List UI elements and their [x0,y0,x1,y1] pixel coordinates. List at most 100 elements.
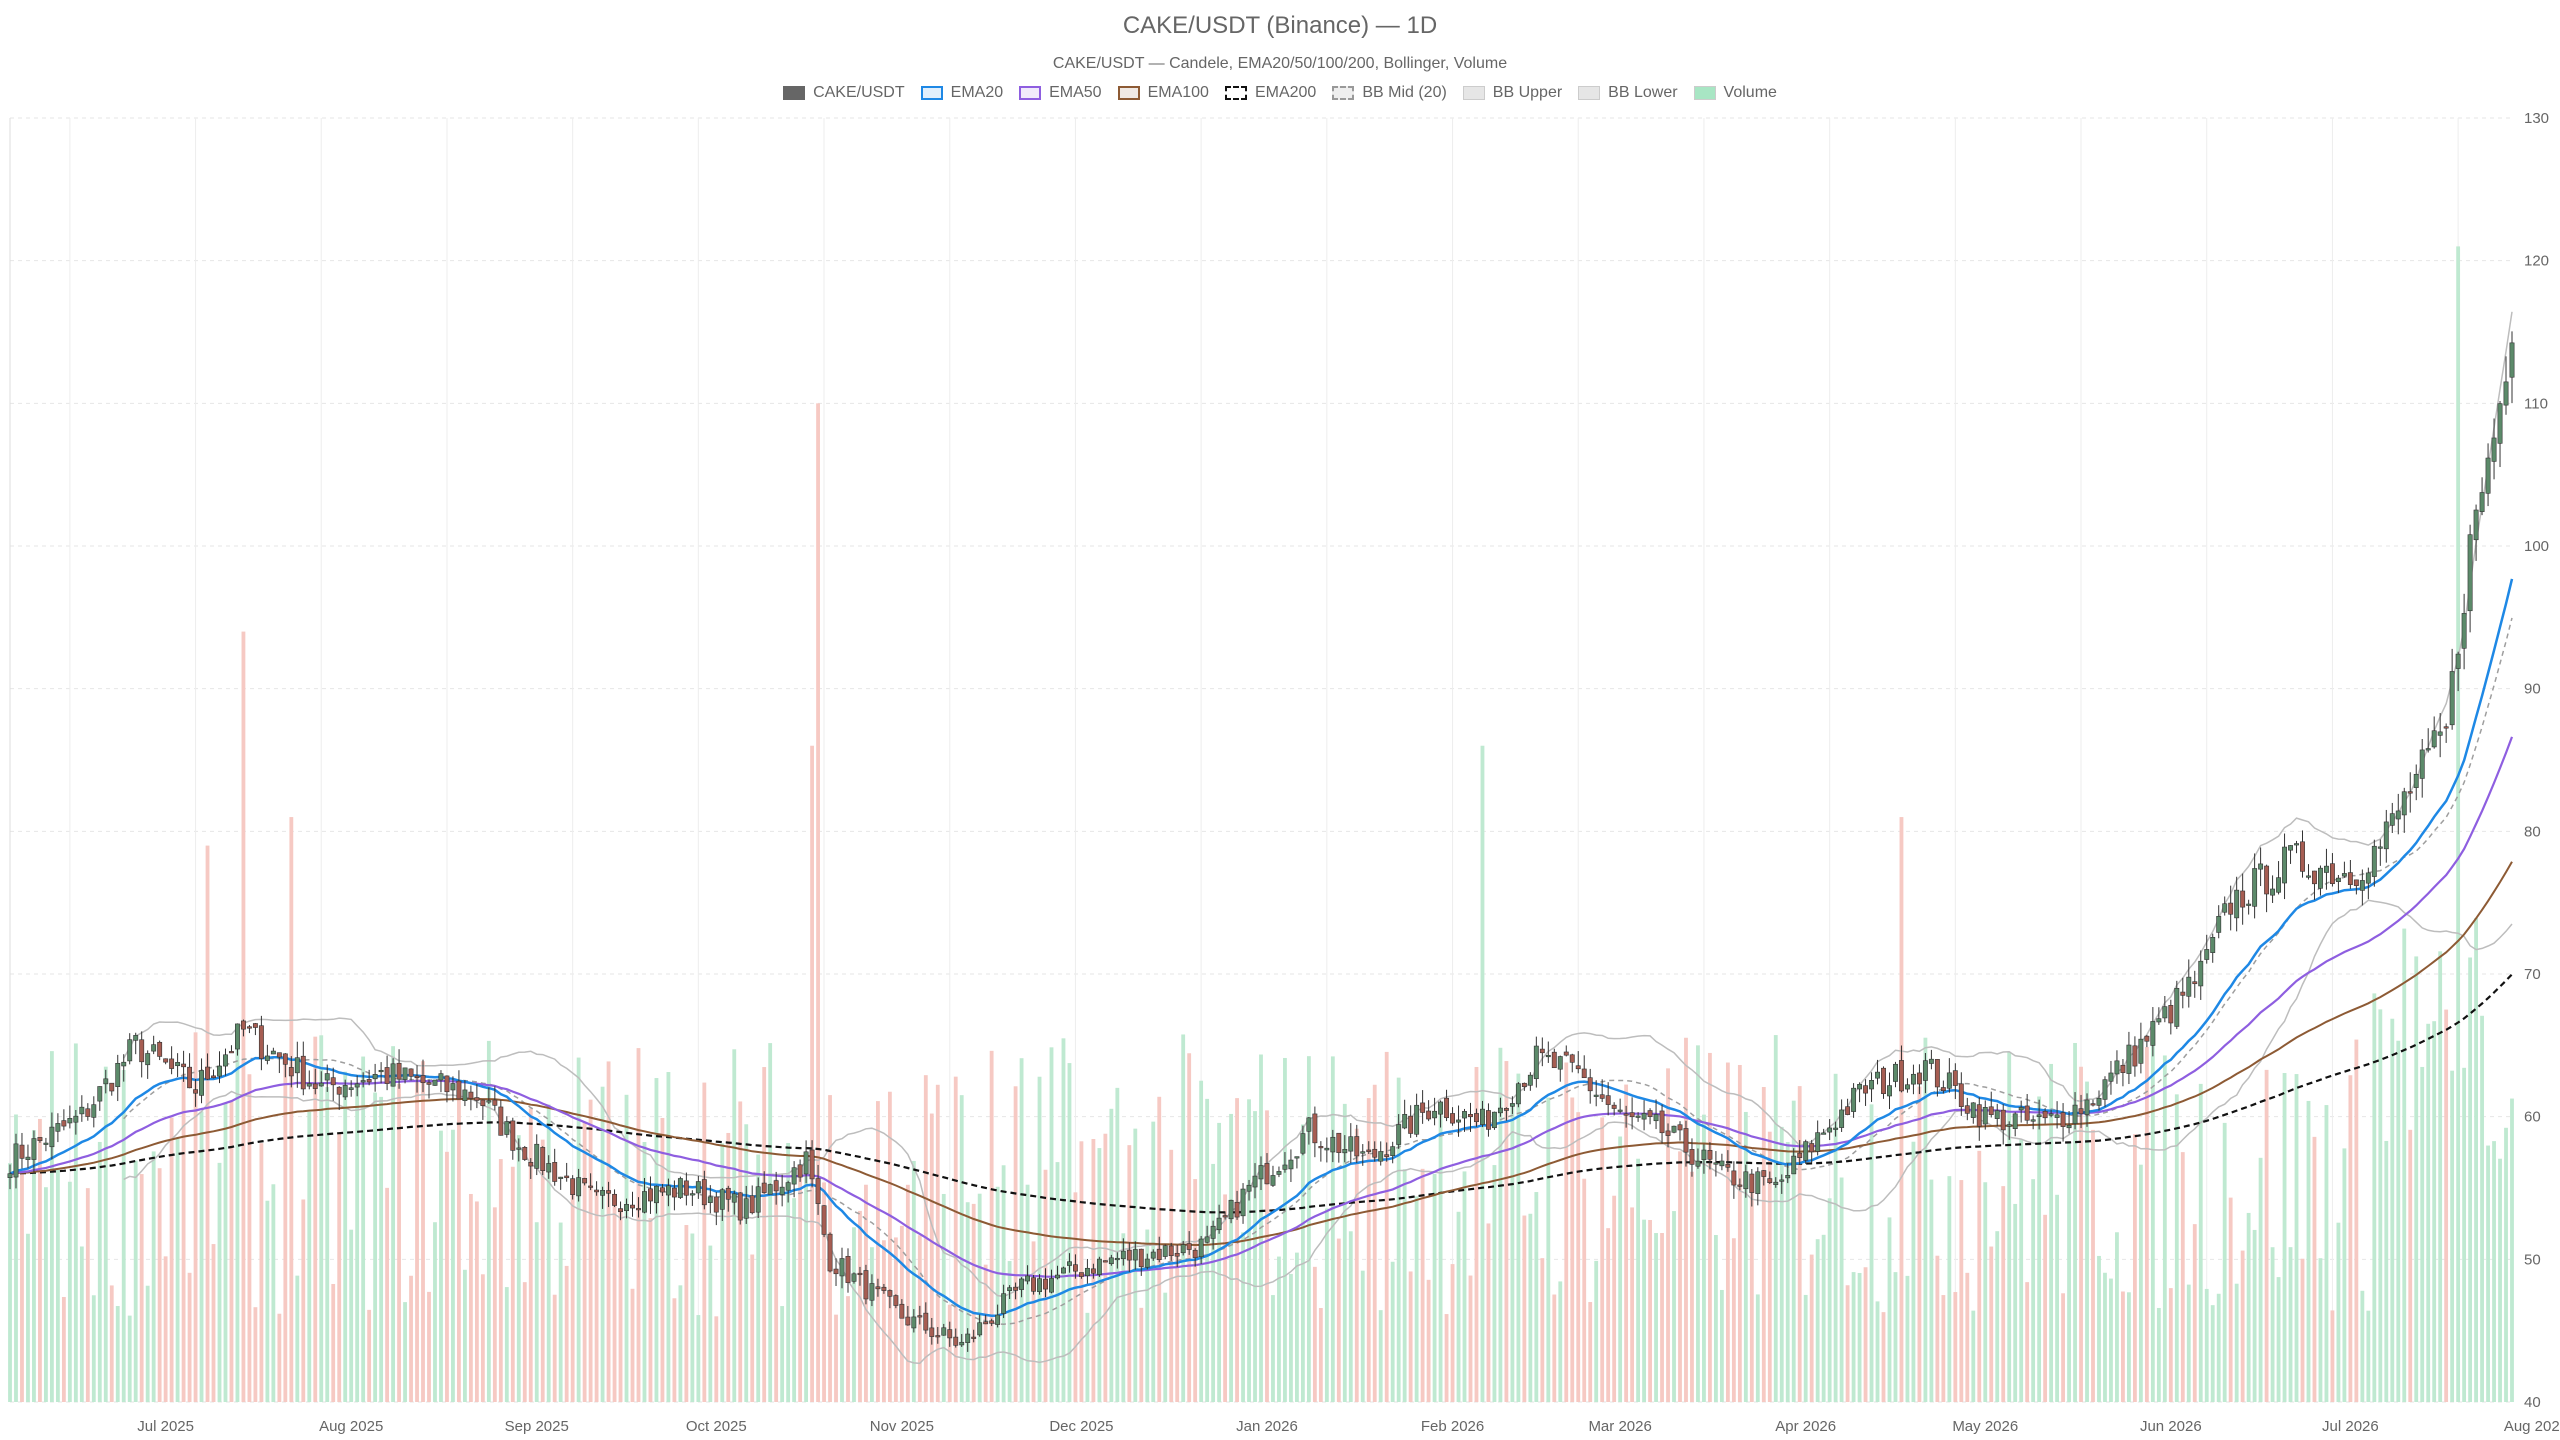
volume-bar [2450,1070,2455,1402]
candle-body [2395,810,2401,820]
candle-body [13,1143,19,1178]
legend-item[interactable]: CAKE/USDT [783,84,905,102]
volume-bar [1139,1307,1144,1402]
candle-body [1078,1272,1084,1277]
volume-bar [1145,1229,1150,1402]
candle-body [205,1066,210,1080]
y-tick-label: 130 [2524,110,2549,127]
volume-bar [540,1139,545,1402]
candle-body [1336,1132,1342,1153]
candle-body [1593,1094,1599,1097]
volume-bar [1983,1182,1988,1402]
candle-body [187,1066,193,1089]
candle-body [917,1315,923,1318]
candle-body [725,1187,731,1200]
candle-body [1372,1148,1378,1158]
candle-body [1671,1125,1677,1133]
candle-body [1156,1248,1162,1260]
volume-bar [1737,1064,1742,1402]
volume-bar [38,1118,42,1402]
volume-bar [1378,1310,1383,1402]
volume-bar [1444,1314,1449,1402]
candle-body [731,1193,737,1203]
y-tick-label: 90 [2524,681,2541,698]
volume-bar [941,1193,946,1402]
ema100-line [9,861,2513,1247]
candle-body [713,1196,719,1213]
volume-bar [1887,1217,1892,1402]
candle-body [1043,1278,1048,1290]
candle-body [151,1044,157,1052]
volume-bar [2456,246,2461,1402]
volume-bar [49,1051,54,1402]
candle-body [414,1075,420,1079]
candle-body [1108,1257,1114,1265]
volume-bar [163,1256,168,1402]
candle-body [821,1205,827,1235]
candle-body [1222,1215,1228,1218]
candles [7,331,2515,1352]
legend-item[interactable]: BB Mid (20) [1332,84,1447,102]
volume-bar [1390,1261,1395,1402]
candle-body [474,1097,480,1101]
volume-bar [2049,1063,2054,1402]
candle-body [306,1083,312,1087]
candle-body [1659,1110,1665,1134]
candle-body [929,1327,935,1337]
volume-bar [229,1100,234,1402]
candle-body [971,1336,977,1339]
candle-body [450,1083,456,1091]
volume-bar [1911,1141,1916,1402]
candle-body [2144,1035,2150,1042]
volume-bar [1468,1275,1473,1402]
legend-item[interactable]: Volume [1693,84,1777,102]
candle-body [893,1295,899,1306]
volume-bar [289,817,294,1402]
legend-item[interactable]: BB Lower [1578,84,1678,102]
volume-bar [223,1102,228,1402]
candle-body [941,1327,947,1336]
volume-bar [2055,1194,2060,1402]
volume-bar [810,745,814,1402]
candle-body [211,1075,216,1079]
volume-bar [2186,1284,2191,1402]
volume-bar [1540,1258,1545,1402]
legend-item[interactable]: EMA20 [920,84,1003,102]
candle-body [43,1142,49,1145]
volume-bar [2138,1164,2143,1402]
candle-body [570,1178,576,1195]
x-tick-label: Dec 2025 [1049,1418,1113,1435]
volume-bar [1181,1034,1186,1402]
candle-body [1162,1245,1168,1257]
volume-bar [2504,1127,2508,1402]
candle-body [223,1054,228,1067]
legend-item[interactable]: EMA200 [1224,84,1316,102]
volume-bar [570,1184,575,1402]
volume-bar [409,1275,413,1402]
volume-bar [2306,1100,2311,1402]
volume-bar [127,1315,132,1402]
volume-bar [2037,1096,2042,1402]
candle-body [2389,813,2395,826]
volume-bar [2444,1009,2449,1402]
volume-bar [1684,1037,1688,1402]
candle-body [1761,1170,1767,1177]
candle-body [1486,1110,1491,1130]
candle-body [2174,987,2180,1027]
volume-bar [1959,1180,1964,1402]
volume-bar [2486,1145,2490,1402]
candle-body [1462,1111,1467,1119]
x-tick-label: Sep 2025 [505,1418,569,1435]
volume-bar [2121,1291,2125,1402]
candle-body [600,1190,606,1196]
candle-body [983,1321,989,1325]
candle-body [1090,1268,1096,1274]
legend-item[interactable]: BB Upper [1462,84,1562,102]
candle-body [1845,1106,1851,1115]
volume-bar [1630,1207,1635,1402]
legend-item[interactable]: EMA50 [1019,84,1102,102]
candle-body [2329,863,2335,884]
candle-body [785,1182,791,1191]
legend-item[interactable]: EMA100 [1117,84,1209,102]
